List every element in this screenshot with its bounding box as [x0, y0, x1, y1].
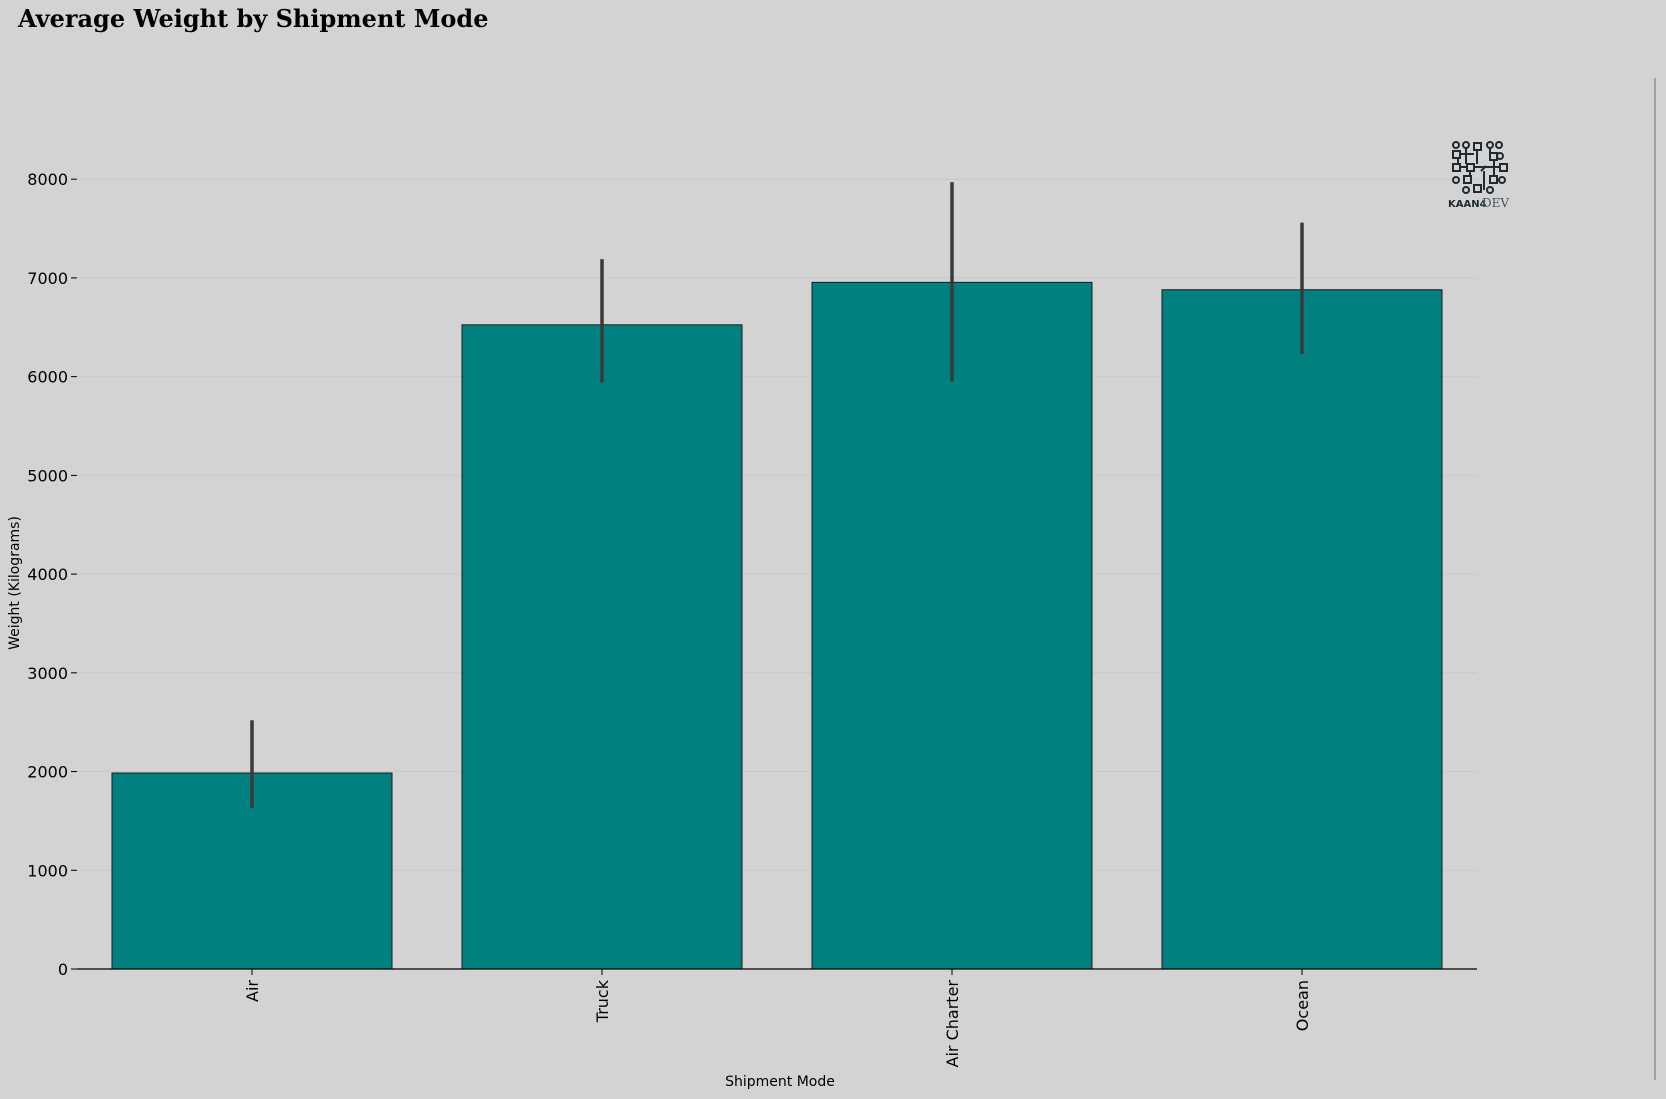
- x-tick-label: Air: [243, 980, 262, 1002]
- chart-title: Average Weight by Shipment Mode: [18, 4, 489, 33]
- bar-series: [111, 281, 1443, 970]
- y-tick-label: 1000: [27, 861, 68, 880]
- y-tick-label: 0: [58, 960, 68, 979]
- axes: 0 1000 2000 3000 4000 5000 6000 7000 8000 Air Truc…: [27, 170, 1477, 1067]
- x-tick-label: Truck: [593, 979, 612, 1023]
- y-axis-title: Weight (Kilograms): [7, 516, 23, 650]
- y-tick-label: 3000: [27, 664, 68, 683]
- y-tick-label: 2000: [27, 763, 68, 782]
- bar-truck: [461, 324, 743, 970]
- logo-text-light: DEV: [1482, 196, 1509, 210]
- y-tick-label: 6000: [27, 368, 68, 387]
- x-tick-label: Air Charter: [943, 980, 962, 1068]
- bar-air-charter: [811, 281, 1093, 970]
- y-tick-label: 8000: [27, 170, 68, 189]
- bar-ocean: [1161, 289, 1443, 970]
- y-tick-label: 4000: [27, 565, 68, 584]
- x-axis-title: Shipment Mode: [725, 1074, 835, 1090]
- logo-text-bold: KAAN4: [1448, 199, 1487, 210]
- circuit-icon: [1452, 141, 1508, 194]
- y-tick-label: 5000: [27, 466, 68, 485]
- brand-logo: KAAN4 DEV: [1448, 141, 1509, 210]
- error-bars: [250, 182, 1304, 809]
- y-tick-label: 7000: [27, 269, 68, 288]
- x-tick-label: Ocean: [1293, 980, 1312, 1031]
